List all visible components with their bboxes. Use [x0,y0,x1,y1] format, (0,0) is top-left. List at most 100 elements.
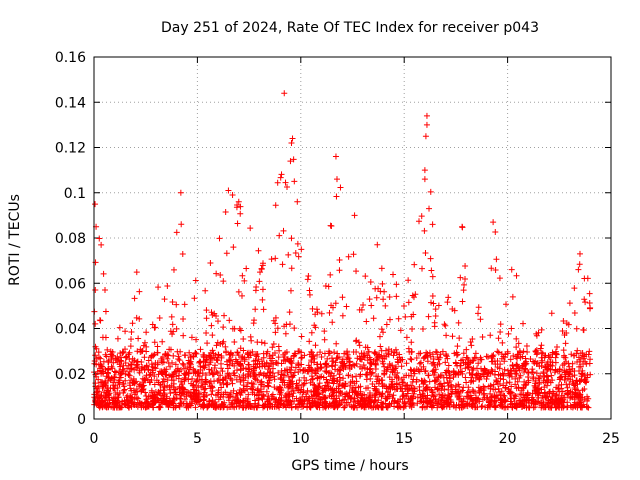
data-point [291,352,298,359]
data-point [450,374,457,381]
data-point [492,386,499,393]
data-point [577,391,584,398]
data-point [286,397,293,404]
data-point [211,354,218,361]
data-point [343,349,350,356]
data-point [263,388,270,395]
data-point [242,365,249,372]
data-point [260,372,267,379]
data-point [137,400,144,407]
data-point [379,390,386,397]
data-point [513,385,520,392]
data-point [441,380,448,387]
data-point [364,344,371,351]
data-point [314,351,321,358]
data-point [176,403,183,410]
data-point [413,378,420,385]
data-point [565,371,572,378]
data-point [128,377,135,384]
data-point [578,370,585,377]
data-point [455,319,462,326]
data-point [158,368,165,375]
data-point [172,361,179,368]
data-point [196,359,203,366]
data-point [154,349,161,356]
data-point [362,397,369,404]
data-point [159,359,166,366]
data-point [509,363,516,370]
data-point [479,334,486,341]
data-point [504,348,511,355]
data-point [512,368,519,375]
data-point [308,376,315,383]
data-point [356,373,363,380]
data-point [291,178,298,185]
data-point [151,351,158,358]
data-point [275,403,282,410]
data-point [512,381,519,388]
data-point [463,354,470,361]
data-point [97,317,104,324]
data-point [283,356,290,363]
data-point [306,364,313,371]
data-point [133,314,140,321]
data-point [96,404,103,411]
data-point [513,404,520,411]
data-point [476,376,483,383]
data-point [134,399,141,406]
data-point [237,210,244,217]
data-point [581,386,588,393]
data-point [417,359,424,366]
data-point [456,393,463,400]
data-point [488,366,495,373]
data-point [272,255,279,262]
data-point [506,379,513,386]
data-point [91,358,98,365]
data-point [502,384,509,391]
data-point [430,359,437,366]
data-point [398,356,405,363]
data-point [569,389,576,396]
data-point [422,250,429,257]
data-point [456,335,463,342]
data-point [419,326,426,333]
data-point [411,370,418,377]
data-point [290,387,297,394]
data-point [508,266,515,273]
data-point [182,371,189,378]
data-point [326,350,333,357]
data-point [191,295,198,302]
data-point [306,338,313,345]
data-point [188,394,195,401]
data-point [237,392,244,399]
data-point [301,352,308,359]
data-point [352,338,359,345]
data-point [97,393,104,400]
data-point [203,315,210,322]
data-point [352,388,359,395]
data-point [519,403,526,410]
data-point [452,382,459,389]
data-point [272,320,279,327]
data-point [464,394,471,401]
data-point [264,348,271,355]
data-point [429,389,436,396]
data-point [375,404,382,411]
data-point [202,371,209,378]
data-point [372,351,379,358]
data-point [176,357,183,364]
data-point [229,393,236,400]
data-point [250,369,257,376]
data-point [326,369,333,376]
data-point [367,375,374,382]
data-point [517,349,524,356]
data-point [497,361,504,368]
data-point [116,390,123,397]
data-point [217,272,224,279]
x-tick-label: 20 [499,431,517,447]
data-point [508,325,515,332]
data-point [298,246,305,253]
data-point [210,350,217,357]
data-point [432,348,439,355]
data-point [481,365,488,372]
